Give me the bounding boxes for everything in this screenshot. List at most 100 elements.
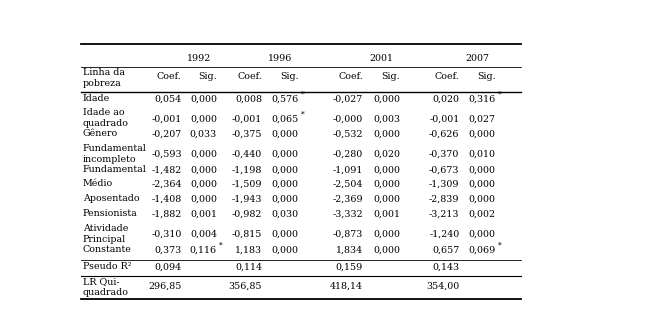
Text: Sig.: Sig.	[199, 71, 217, 80]
Text: Coef.: Coef.	[157, 71, 182, 80]
Text: -0,000: -0,000	[332, 114, 363, 123]
Text: -2,369: -2,369	[332, 195, 363, 204]
Text: 354,00: 354,00	[426, 282, 459, 291]
Text: Sig.: Sig.	[382, 71, 400, 80]
Text: -0,440: -0,440	[232, 150, 262, 159]
Text: -0,001: -0,001	[429, 114, 459, 123]
Text: -1,309: -1,309	[429, 180, 459, 189]
Text: -2,839: -2,839	[429, 195, 459, 204]
Text: 0,030: 0,030	[271, 210, 299, 219]
Text: 1992: 1992	[187, 53, 212, 62]
Text: 0,033: 0,033	[190, 130, 217, 139]
Text: Idade ao
quadrado: Idade ao quadrado	[82, 109, 129, 128]
Text: Coef.: Coef.	[435, 71, 459, 80]
Text: -1,198: -1,198	[232, 165, 262, 174]
Text: 0,316: 0,316	[469, 94, 496, 103]
Text: 0,000: 0,000	[373, 230, 400, 239]
Text: -3,332: -3,332	[332, 210, 363, 219]
Text: 0,576: 0,576	[271, 94, 299, 103]
Text: -0,001: -0,001	[151, 114, 182, 123]
Text: *: *	[219, 242, 223, 250]
Text: -0,375: -0,375	[232, 130, 262, 139]
Text: 0,000: 0,000	[190, 165, 217, 174]
Text: 0,000: 0,000	[271, 245, 299, 255]
Text: Fundamental: Fundamental	[82, 165, 147, 174]
Text: 0,000: 0,000	[271, 165, 299, 174]
Text: -0,280: -0,280	[332, 150, 363, 159]
Text: -1,091: -1,091	[332, 165, 363, 174]
Text: Aposentado: Aposentado	[82, 194, 140, 203]
Text: 1,834: 1,834	[336, 245, 363, 255]
Text: 0,027: 0,027	[469, 114, 496, 123]
Text: -2,504: -2,504	[332, 180, 363, 189]
Text: 356,85: 356,85	[228, 282, 262, 291]
Text: Pseudo R²: Pseudo R²	[82, 262, 131, 271]
Text: 0,069: 0,069	[469, 245, 496, 255]
Text: *: *	[300, 111, 304, 119]
Text: Médio: Médio	[82, 179, 113, 188]
Text: 296,85: 296,85	[149, 282, 182, 291]
Text: -2,364: -2,364	[151, 180, 182, 189]
Text: -3,213: -3,213	[429, 210, 459, 219]
Text: -0,370: -0,370	[429, 150, 459, 159]
Text: 0,004: 0,004	[190, 230, 217, 239]
Text: 0,114: 0,114	[235, 263, 262, 272]
Text: -0,207: -0,207	[151, 130, 182, 139]
Text: 0,008: 0,008	[235, 94, 262, 103]
Text: -1,509: -1,509	[232, 180, 262, 189]
Text: 0,000: 0,000	[373, 195, 400, 204]
Text: 0,000: 0,000	[469, 130, 496, 139]
Text: 0,001: 0,001	[373, 210, 400, 219]
Text: -0,001: -0,001	[232, 114, 262, 123]
Text: 0,000: 0,000	[271, 150, 299, 159]
Text: Coef.: Coef.	[338, 71, 363, 80]
Text: 0,000: 0,000	[271, 230, 299, 239]
Text: 0,657: 0,657	[432, 245, 459, 255]
Text: LR Qui-
quadrado: LR Qui- quadrado	[82, 277, 129, 297]
Text: 0,000: 0,000	[373, 180, 400, 189]
Text: Gênero: Gênero	[82, 129, 118, 138]
Text: -0,027: -0,027	[332, 94, 363, 103]
Text: 0,054: 0,054	[154, 94, 182, 103]
Text: 0,000: 0,000	[373, 165, 400, 174]
Text: -1,882: -1,882	[151, 210, 182, 219]
Text: 0,001: 0,001	[190, 210, 217, 219]
Text: *: *	[498, 91, 502, 99]
Text: 0,003: 0,003	[373, 114, 400, 123]
Text: 0,000: 0,000	[373, 94, 400, 103]
Text: -1,240: -1,240	[429, 230, 459, 239]
Text: *: *	[498, 242, 502, 250]
Text: *: *	[300, 91, 304, 99]
Text: Idade: Idade	[82, 94, 110, 103]
Text: -0,532: -0,532	[332, 130, 363, 139]
Text: 0,000: 0,000	[271, 195, 299, 204]
Text: 0,143: 0,143	[432, 263, 459, 272]
Text: -0,815: -0,815	[232, 230, 262, 239]
Text: Pensionista: Pensionista	[82, 209, 138, 218]
Text: Constante: Constante	[82, 245, 132, 254]
Text: 0,000: 0,000	[469, 195, 496, 204]
Text: -0,310: -0,310	[151, 230, 182, 239]
Text: -1,408: -1,408	[151, 195, 182, 204]
Text: Sig.: Sig.	[477, 71, 496, 80]
Text: -1,943: -1,943	[232, 195, 262, 204]
Text: -0,593: -0,593	[151, 150, 182, 159]
Text: 0,000: 0,000	[271, 130, 299, 139]
Text: 0,159: 0,159	[336, 263, 363, 272]
Text: 0,000: 0,000	[190, 150, 217, 159]
Text: 0,000: 0,000	[190, 180, 217, 189]
Text: 0,000: 0,000	[469, 180, 496, 189]
Text: -0,673: -0,673	[429, 165, 459, 174]
Text: 0,065: 0,065	[271, 114, 299, 123]
Text: -0,873: -0,873	[332, 230, 363, 239]
Text: 0,000: 0,000	[190, 195, 217, 204]
Text: 0,000: 0,000	[271, 180, 299, 189]
Text: 0,000: 0,000	[190, 114, 217, 123]
Text: Atividade
Principal: Atividade Principal	[82, 224, 128, 244]
Text: 2007: 2007	[465, 53, 489, 62]
Text: 0,094: 0,094	[154, 263, 182, 272]
Text: 0,000: 0,000	[190, 94, 217, 103]
Text: 0,000: 0,000	[469, 230, 496, 239]
Text: 0,010: 0,010	[469, 150, 496, 159]
Text: 1996: 1996	[268, 53, 293, 62]
